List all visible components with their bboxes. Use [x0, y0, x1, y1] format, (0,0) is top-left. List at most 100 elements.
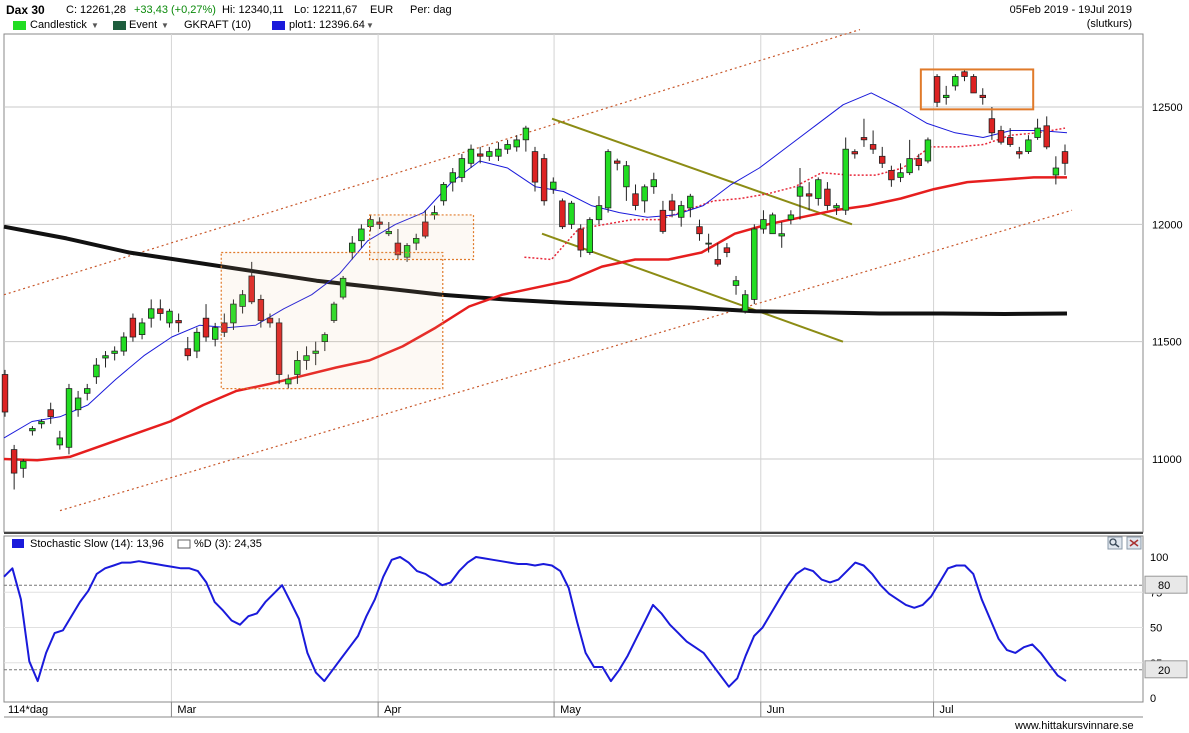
candle: [595, 196, 603, 225]
candle: [129, 313, 137, 342]
candle: [467, 144, 475, 169]
candle: [641, 184, 648, 213]
candle-body: [467, 148, 475, 164]
candle-body: [376, 221, 383, 225]
candle-body: [860, 137, 868, 141]
candle-body: [330, 303, 338, 321]
candle: [422, 210, 429, 239]
candle-body: [486, 151, 493, 157]
chart-grid: [3, 33, 1144, 703]
candle-body: [869, 144, 877, 150]
candle-body: [531, 151, 539, 183]
candle: [495, 142, 502, 161]
stoch-k-legend: Stochastic Slow (14): 13,96: [30, 538, 164, 550]
candle: [705, 233, 712, 253]
candle: [486, 146, 493, 161]
candle: [997, 125, 1005, 145]
candle-body: [559, 200, 566, 228]
candle: [166, 308, 173, 328]
candle-body: [796, 186, 804, 197]
candle-body: [348, 242, 356, 253]
candle: [367, 214, 374, 232]
candle: [1043, 116, 1050, 150]
candle: [348, 236, 356, 260]
candle: [1034, 118, 1041, 140]
candle: [869, 130, 877, 154]
candle: [961, 69, 968, 82]
candle: [678, 200, 685, 227]
ma-long-line: [3, 224, 1068, 316]
candle: [211, 322, 219, 347]
candle-body: [266, 317, 274, 324]
month-tick-label: Jul: [940, 704, 954, 716]
pattern-box-apr: [369, 214, 475, 261]
legend-gkraft[interactable]: GKRAFT (10): [184, 19, 252, 31]
candle-body: [1061, 151, 1069, 164]
candle: [358, 224, 365, 248]
candle-body: [74, 397, 82, 411]
candle-body: [952, 76, 959, 87]
candle: [412, 233, 420, 251]
candle: [93, 358, 100, 384]
candle-body: [175, 320, 182, 324]
candle: [102, 351, 109, 368]
legend-event[interactable]: Event: [129, 19, 158, 31]
magnifier-icon[interactable]: [1107, 536, 1123, 550]
candle-body: [623, 165, 630, 188]
candle-body: [93, 364, 100, 378]
candle: [632, 184, 639, 211]
candle: [879, 146, 886, 169]
candle: [742, 290, 749, 314]
candle-body: [257, 298, 265, 321]
candle: [924, 137, 932, 164]
candle: [147, 299, 155, 328]
chevron-down-icon[interactable]: ▼: [366, 21, 374, 30]
candle-body: [696, 226, 703, 235]
candle-body: [495, 148, 502, 157]
chevron-down-icon[interactable]: ▼: [161, 21, 169, 30]
candle: [888, 165, 895, 187]
candle-body: [367, 219, 374, 228]
candle-body: [202, 317, 210, 338]
candle-body: [166, 310, 173, 324]
candle: [714, 243, 721, 267]
candle: [577, 224, 584, 258]
high-value: Hi: 12340,11: [222, 4, 284, 16]
candle-body: [65, 388, 73, 448]
candle: [531, 146, 539, 192]
candle-body: [513, 139, 520, 148]
candle: [550, 177, 557, 194]
candle-body: [129, 317, 137, 338]
candle-body: [248, 275, 255, 303]
candle: [184, 336, 191, 361]
plot1-swatch: [272, 21, 285, 30]
price-axis: 11000 11500 12000 12500: [1152, 102, 1183, 466]
candle: [120, 332, 127, 356]
stoch-level-label: 20: [1158, 665, 1170, 677]
candle: [193, 327, 201, 359]
candle: [943, 85, 950, 105]
candle-body: [888, 169, 895, 181]
candle: [897, 163, 904, 183]
legend-candlestick[interactable]: Candlestick: [30, 19, 87, 31]
candle-body: [522, 127, 530, 141]
candle: [860, 118, 868, 147]
legend-plot1[interactable]: plot1: 12396.64: [289, 19, 365, 31]
candle: [56, 430, 63, 450]
candle: [778, 221, 785, 248]
candle: [723, 243, 731, 258]
stoch-level-box: [1144, 660, 1188, 679]
close-icon[interactable]: [1126, 536, 1142, 550]
candle-body: [1007, 137, 1014, 145]
candle: [559, 198, 566, 230]
stoch-k-line: [3, 556, 1067, 688]
candle-body: [504, 144, 511, 150]
candle-body: [668, 200, 676, 211]
candle: [696, 219, 703, 241]
candle-body: [394, 242, 402, 256]
currency-label: EUR: [370, 4, 394, 16]
stoch-level-label: 80: [1158, 580, 1170, 592]
candle-body: [412, 237, 420, 244]
chevron-down-icon[interactable]: ▼: [91, 21, 99, 30]
candle: [796, 168, 804, 220]
